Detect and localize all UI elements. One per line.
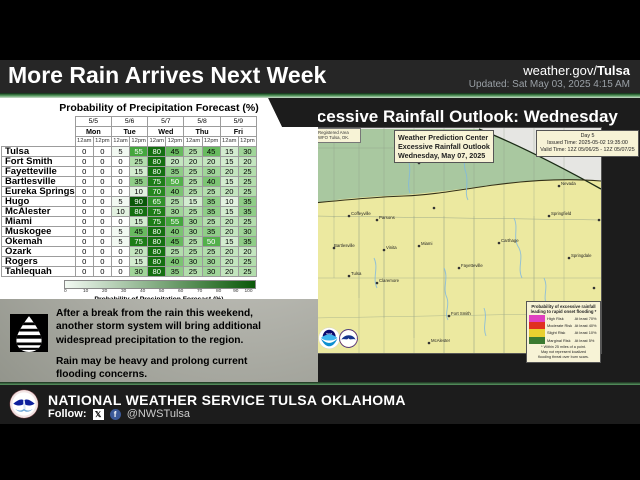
svg-text:Tulsa: Tulsa: [351, 271, 362, 276]
svg-text:Fayetteville: Fayetteville: [461, 263, 483, 268]
svg-text:Parsons: Parsons: [379, 215, 395, 220]
svg-text:Fort Smith: Fort Smith: [451, 311, 471, 316]
svg-text:Coffeyville: Coffeyville: [351, 211, 371, 216]
svg-text:Bartlesville: Bartlesville: [334, 243, 355, 248]
svg-text:Carthage: Carthage: [501, 238, 519, 243]
svg-text:Vinita: Vinita: [386, 245, 397, 250]
svg-text:Springfield: Springfield: [551, 211, 572, 216]
svg-text:Claremore: Claremore: [379, 278, 400, 283]
svg-text:McAlester: McAlester: [431, 338, 451, 343]
svg-text:Springdale: Springdale: [571, 253, 592, 258]
svg-text:Nevada: Nevada: [561, 181, 576, 186]
svg-text:Miami: Miami: [421, 241, 433, 246]
